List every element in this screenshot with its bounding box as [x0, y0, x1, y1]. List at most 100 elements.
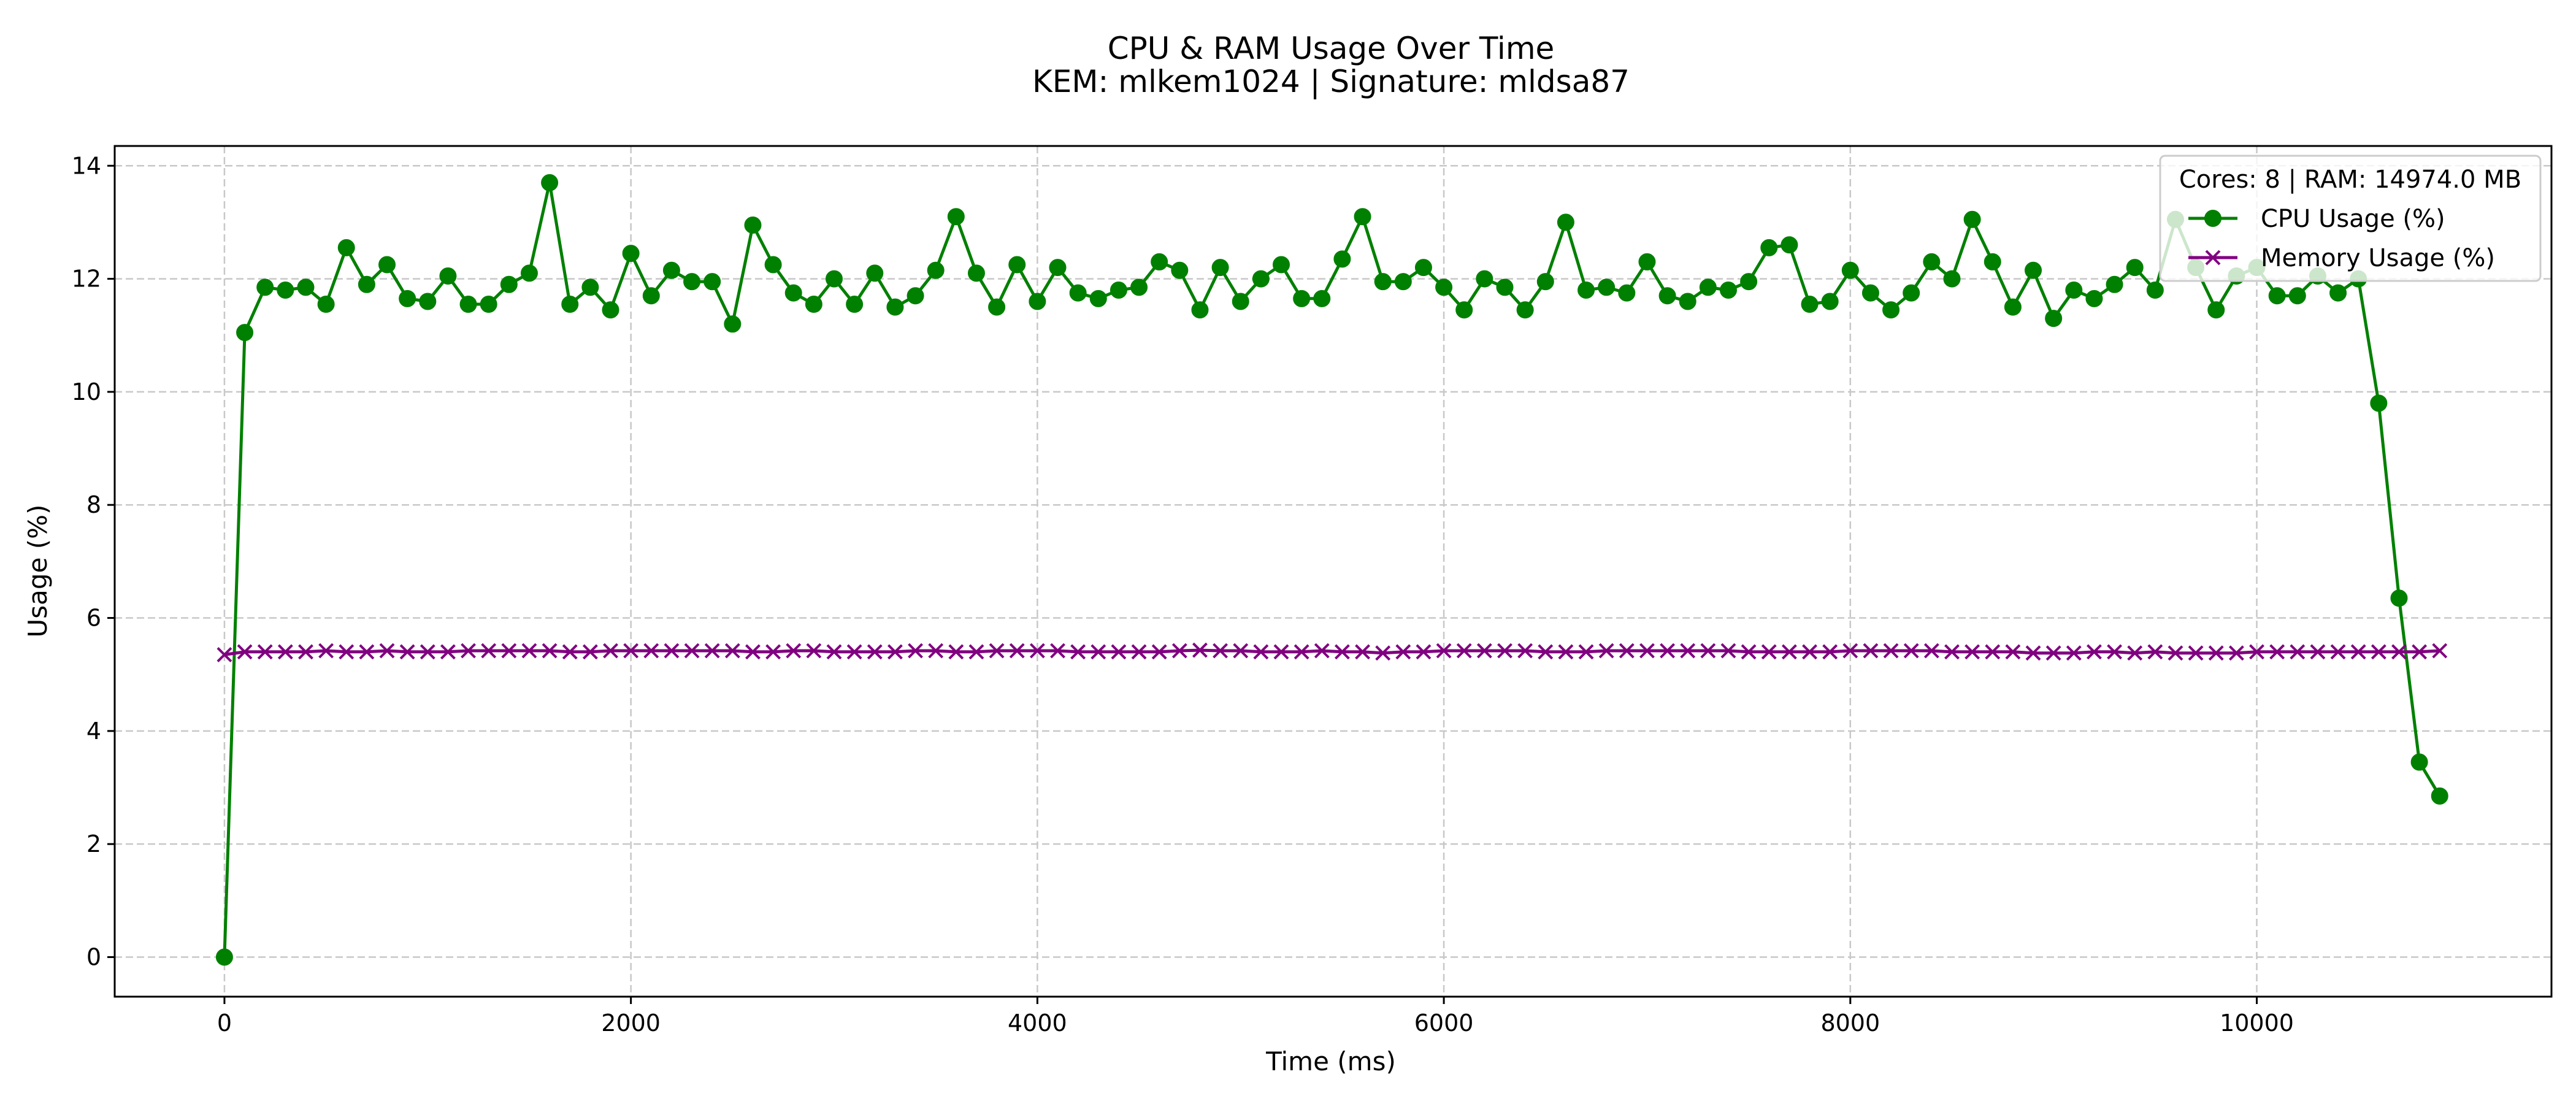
cpu-point — [1658, 287, 1676, 305]
memory-point — [1416, 644, 1432, 660]
memory-point — [1863, 643, 1879, 659]
legend-box — [2159, 155, 2542, 282]
cpu-point — [1232, 293, 1249, 310]
cpu-point — [581, 278, 599, 296]
memory-point — [1050, 643, 1065, 659]
chart-subtitle: KEM: mlkem1024 | Signature: mldsa87 — [1032, 64, 1630, 99]
cpu-point — [1313, 289, 1331, 307]
cpu-point — [764, 256, 782, 274]
cpu-point — [480, 296, 497, 313]
cpu-point — [1374, 273, 1392, 291]
memory-point — [1720, 643, 1736, 659]
cpu-point — [2207, 301, 2225, 319]
y-tick-label: 8 — [86, 491, 101, 518]
y-tick-label: 2 — [86, 830, 101, 857]
cpu-point — [703, 273, 721, 291]
memory-point — [1578, 644, 1594, 660]
memory-point — [1375, 645, 1391, 661]
cpu-point — [1049, 259, 1067, 277]
cpu-point — [1171, 261, 1189, 279]
memory-point — [623, 643, 639, 659]
x-tick-label: 10000 — [2220, 1010, 2294, 1037]
legend-title: Cores: 8 | RAM: 14974.0 MB — [2179, 166, 2521, 194]
cpu-point — [1781, 236, 1798, 254]
plot-series — [215, 174, 2448, 966]
cpu-point — [1273, 256, 1290, 274]
memory-point — [2310, 644, 2326, 660]
memory-point — [2391, 644, 2407, 660]
cpu-point — [2025, 261, 2042, 279]
memory-point — [1070, 644, 1086, 660]
memory-point — [257, 644, 273, 660]
memory-point — [928, 643, 944, 659]
y-tick-label: 12 — [72, 266, 101, 293]
memory-point — [2269, 644, 2285, 660]
cpu-point — [2431, 787, 2448, 805]
y-axis-label: Usage (%) — [23, 505, 53, 638]
cpu-point — [1821, 293, 1839, 310]
cpu-point — [1679, 293, 1696, 310]
y-tick-label: 10 — [72, 378, 101, 405]
memory-point — [1619, 643, 1635, 659]
memory-point — [1456, 643, 1472, 659]
memory-point — [745, 644, 761, 660]
cpu-point — [602, 301, 619, 319]
memory-point — [2127, 645, 2143, 661]
memory-point — [1660, 643, 1676, 659]
memory-point — [2208, 645, 2224, 661]
memory-point — [704, 643, 720, 659]
memory-point — [806, 643, 822, 659]
cpu-point — [724, 315, 742, 333]
cpu-point — [662, 261, 680, 279]
memory-point — [1091, 644, 1106, 660]
cpu-point — [967, 264, 985, 282]
cpu-point — [1293, 289, 1311, 307]
memory-point — [2412, 644, 2428, 660]
memory-point — [1233, 643, 1249, 659]
x-tick-label: 2000 — [601, 1010, 661, 1037]
memory-point — [1294, 644, 1309, 660]
memory-point — [2350, 644, 2366, 660]
cpu-point — [1963, 210, 1981, 228]
memory-point — [1965, 644, 1980, 660]
cpu-point — [947, 208, 965, 226]
memory-point — [1903, 643, 1919, 659]
cpu-point — [256, 278, 274, 296]
cpu-legend-label: CPU Usage (%) — [2261, 205, 2445, 233]
memory-point — [846, 644, 862, 660]
memory-point — [1598, 643, 1614, 659]
cpu-point — [1760, 239, 1778, 256]
cpu-point — [2146, 282, 2164, 299]
memory-point — [2228, 645, 2244, 661]
memory-point — [1700, 643, 1716, 659]
cpu-point — [419, 293, 437, 310]
memory-point — [1923, 643, 1939, 659]
cpu-point — [1598, 278, 1616, 296]
x-tick-label: 6000 — [1414, 1010, 1474, 1037]
legend: Cores: 8 | RAM: 14974.0 MB CPU Usage (%)… — [2159, 155, 2542, 282]
memory-point — [440, 644, 456, 660]
memory-point — [867, 644, 883, 660]
cpu-point — [622, 245, 640, 263]
memory-point — [1314, 643, 1330, 659]
memory-point — [237, 644, 253, 660]
cpu-point — [2004, 298, 2022, 316]
memory-point — [1355, 644, 1370, 660]
memory-point — [1985, 644, 2001, 660]
memory-point — [664, 643, 680, 659]
memory-point — [2371, 644, 2386, 660]
y-tick-label: 4 — [86, 718, 101, 745]
cpu-point — [2126, 259, 2144, 277]
memory-point — [461, 643, 476, 659]
cpu-point — [1638, 253, 1656, 270]
cpu-point — [1903, 284, 1920, 302]
memory-point — [1761, 644, 1777, 660]
cpu-point — [927, 261, 945, 279]
memory-point — [2045, 645, 2061, 661]
cpu-point — [1069, 284, 1087, 302]
memory-point — [2025, 645, 2041, 661]
memory-point — [2188, 645, 2204, 661]
memory-point — [399, 644, 415, 660]
memory-point — [1476, 643, 1492, 659]
memory-point — [786, 643, 802, 659]
